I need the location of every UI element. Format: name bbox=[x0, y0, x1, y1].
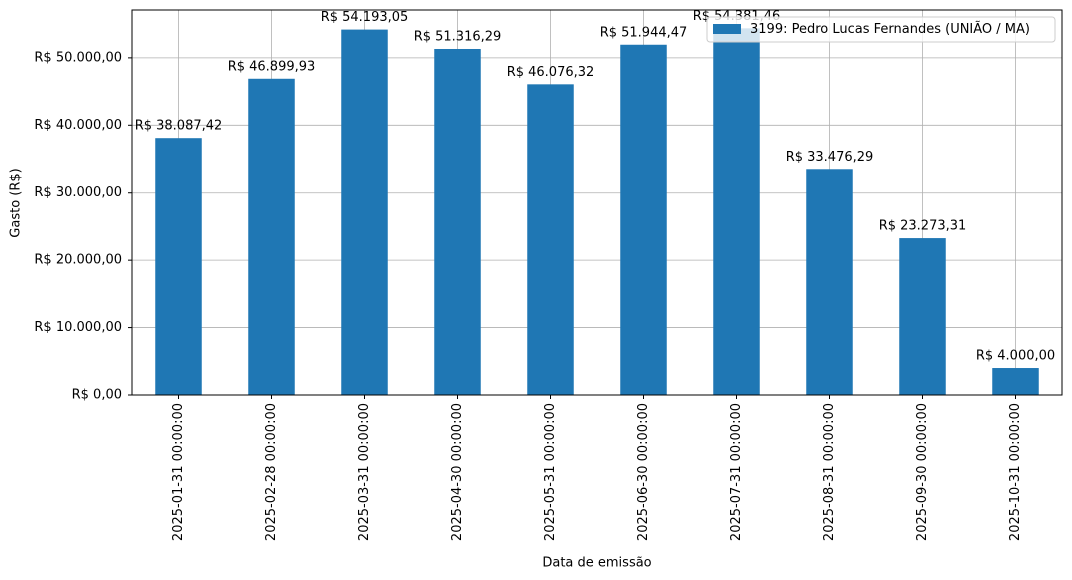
bar bbox=[155, 138, 202, 395]
bar bbox=[434, 48, 481, 395]
value-label: R$ 51.944,47 bbox=[600, 25, 688, 40]
bar bbox=[527, 84, 574, 395]
value-label: R$ 38.087,42 bbox=[135, 119, 223, 134]
value-label: R$ 54.193,05 bbox=[321, 10, 409, 25]
y-tick-label: R$ 20.000,00 bbox=[34, 253, 122, 268]
x-tick-label: 2025-07-31 00:00:00 bbox=[729, 403, 744, 541]
x-tick-label: 2025-06-30 00:00:00 bbox=[636, 403, 651, 541]
y-tick-label: R$ 40.000,00 bbox=[34, 118, 122, 133]
legend-label: 3199: Pedro Lucas Fernandes (UNIÃO / MA) bbox=[750, 21, 1030, 37]
y-tick-label: R$ 50.000,00 bbox=[34, 50, 122, 65]
y-tick-label: R$ 30.000,00 bbox=[34, 185, 122, 200]
x-tick-label: 2025-05-31 00:00:00 bbox=[543, 403, 558, 541]
x-axis-label: Data de emissão bbox=[542, 556, 651, 571]
x-tick-label: 2025-03-31 00:00:00 bbox=[357, 403, 372, 541]
x-tick-label: 2025-10-31 00:00:00 bbox=[1008, 403, 1023, 541]
value-label: R$ 23.273,31 bbox=[879, 219, 967, 234]
value-label: R$ 46.076,32 bbox=[507, 65, 595, 80]
bar bbox=[899, 238, 946, 395]
y-tick-label: R$ 10.000,00 bbox=[34, 320, 122, 335]
value-label: R$ 46.899,93 bbox=[228, 59, 316, 74]
bar bbox=[713, 28, 760, 396]
legend-swatch bbox=[713, 24, 741, 34]
value-label: R$ 4.000,00 bbox=[976, 349, 1055, 364]
x-tick-label: 2025-09-30 00:00:00 bbox=[915, 403, 930, 541]
bar bbox=[248, 78, 295, 396]
y-tick-label: R$ 0,00 bbox=[72, 388, 122, 403]
bar bbox=[806, 169, 853, 395]
x-tick-label: 2025-01-31 00:00:00 bbox=[171, 403, 186, 541]
bar bbox=[341, 29, 388, 395]
x-tick-label: 2025-02-28 00:00:00 bbox=[264, 403, 279, 541]
value-label: R$ 51.316,29 bbox=[414, 29, 502, 44]
bar bbox=[992, 368, 1039, 395]
bars bbox=[155, 28, 1039, 396]
value-label: R$ 33.476,29 bbox=[786, 150, 874, 165]
x-tick-label: 2025-04-30 00:00:00 bbox=[450, 403, 465, 541]
y-axis-label: Gasto (R$) bbox=[9, 168, 24, 237]
plot-frame bbox=[131, 9, 1063, 396]
legend-box bbox=[706, 16, 1056, 43]
x-tick-label: 2025-08-31 00:00:00 bbox=[822, 403, 837, 541]
legend: 3199: Pedro Lucas Fernandes (UNIÃO / MA) bbox=[706, 16, 1056, 43]
bar bbox=[620, 44, 667, 396]
